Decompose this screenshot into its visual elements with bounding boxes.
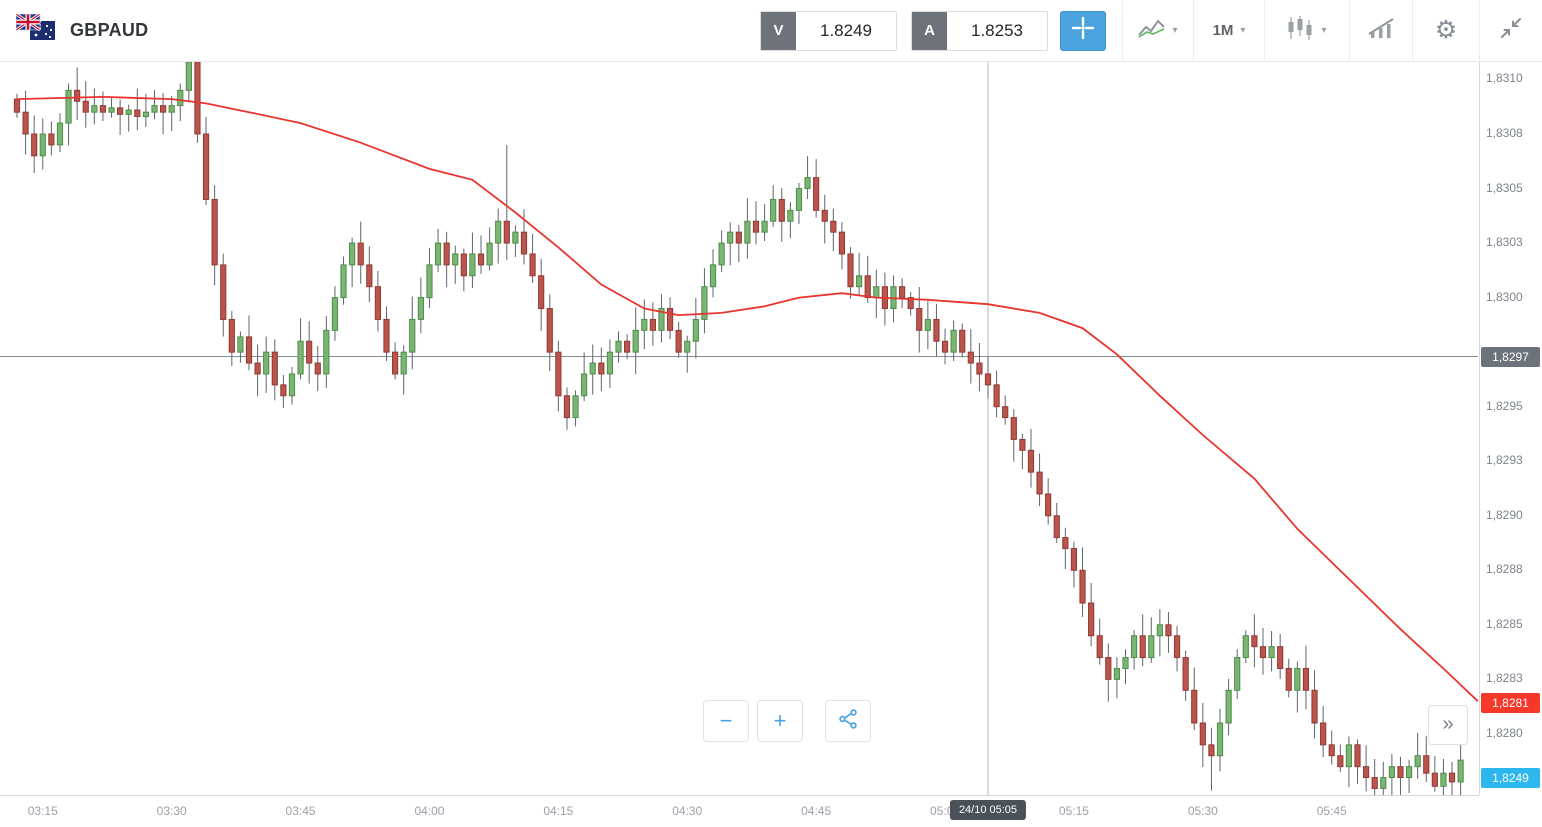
double-chevron-right-icon: » [1442, 712, 1454, 735]
collapse-icon [1500, 17, 1522, 44]
price-tick: 1,8280 [1486, 725, 1523, 740]
gear-icon: ⚙ [1434, 16, 1458, 44]
price-tick: 1,8305 [1486, 180, 1523, 195]
crosshair-time-badge: 24/10 05:05 [949, 800, 1027, 820]
crosshair-tool-button[interactable] [1060, 10, 1106, 51]
crosshair-icon [1071, 16, 1095, 45]
zoom-controls: − + [703, 700, 871, 742]
zoom-in-button[interactable]: + [757, 700, 803, 742]
zoom-out-button[interactable]: − [703, 700, 749, 742]
chevron-down-icon: ▾ [1240, 25, 1246, 36]
price-tick: 1,8288 [1486, 562, 1523, 577]
toolbar-separator [1349, 0, 1350, 62]
time-tick: 03:30 [156, 804, 187, 818]
toolbar: GBPAUD V 1.8249 A 1.8253 [0, 0, 1542, 62]
gbpaud-flag-icon [15, 12, 56, 47]
price-chart[interactable] [0, 62, 1479, 795]
price-tick: 1,8300 [1486, 289, 1523, 304]
minus-icon: − [719, 708, 733, 733]
buy-button[interactable]: A [912, 11, 947, 50]
toolbar-separator [1479, 0, 1480, 62]
buy-price: 1.8253 [971, 20, 1023, 40]
ma-price-badge: 1,8281 [1481, 693, 1540, 714]
toolbar-separator [1193, 0, 1194, 62]
time-tick: 04:15 [543, 804, 574, 818]
time-tick: 05:30 [1187, 804, 1218, 818]
time-tick: 04:30 [672, 804, 703, 818]
price-tick: 1,8293 [1486, 453, 1523, 468]
line-chart-icon [1138, 18, 1166, 43]
collapse-button[interactable] [1480, 0, 1542, 62]
toolbar-separator [1122, 0, 1123, 62]
indicators-button[interactable] [1350, 0, 1412, 62]
toolbar-separator [1264, 0, 1265, 62]
toolbar-right-cluster: V 1.8249 A 1.8253 [760, 0, 1542, 62]
sell-button[interactable]: V [761, 11, 796, 50]
symbol-title: GBPAUD [70, 20, 149, 40]
time-tick: 05:15 [1058, 804, 1089, 818]
settings-button[interactable]: ⚙ [1413, 0, 1479, 62]
time-tick: 05:45 [1316, 804, 1347, 818]
price-tick: 1,8308 [1486, 125, 1523, 140]
price-tick: 1,8285 [1486, 616, 1523, 631]
toolbar-separator [1412, 0, 1413, 62]
timeframe-label: 1M [1212, 22, 1234, 39]
price-axis[interactable]: 1,8310 1,8308 1,8305 1,8303 1,8300 1,8295 1,82… [1479, 62, 1542, 795]
buy-quote[interactable]: A 1.8253 [911, 10, 1048, 51]
chart-type-button[interactable]: ▾ [1123, 0, 1193, 62]
price-tick: 1,8295 [1486, 398, 1523, 413]
time-axis[interactable]: 24/10 05:05 03:15 03:30 03:45 04:00 04:15 04:… [0, 795, 1479, 827]
bid-price-badge: 1,8249 [1481, 768, 1540, 788]
time-tick: 04:45 [801, 804, 832, 818]
price-tick: 1,8303 [1486, 235, 1523, 250]
timeframe-button[interactable]: 1M ▾ [1194, 0, 1264, 62]
share-button[interactable] [825, 700, 871, 742]
scroll-to-latest-button[interactable]: » [1428, 705, 1468, 745]
chevron-down-icon: ▾ [1172, 25, 1178, 36]
candlestick-icon [1287, 16, 1314, 45]
share-icon [838, 708, 858, 734]
trend-indicators-icon [1368, 17, 1394, 44]
chevron-down-icon: ▾ [1321, 25, 1327, 36]
time-tick: 04:00 [414, 804, 445, 818]
candle-style-button[interactable]: ▾ [1265, 0, 1349, 62]
sell-quote[interactable]: V 1.8249 [760, 10, 897, 51]
instrument-brand: GBPAUD [15, 12, 149, 47]
time-tick: 03:45 [285, 804, 316, 818]
price-tick: 1,8290 [1486, 507, 1523, 522]
price-tick: 1,8283 [1486, 671, 1523, 686]
plus-icon: + [773, 708, 787, 733]
price-tick: 1,8310 [1486, 71, 1523, 86]
current-price-badge: 1,8297 [1481, 346, 1540, 367]
time-tick: 03:15 [27, 804, 58, 818]
sell-price: 1.8249 [820, 20, 872, 40]
